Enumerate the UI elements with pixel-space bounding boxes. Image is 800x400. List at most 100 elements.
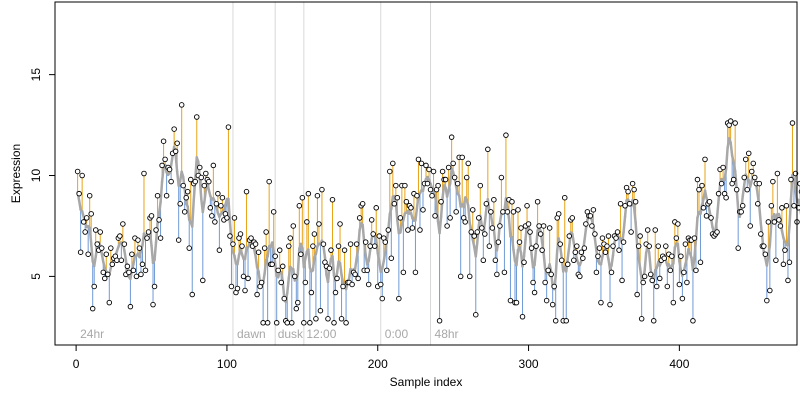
data-point-468 bbox=[780, 261, 787, 268]
trend-segment-399 bbox=[678, 259, 683, 272]
data-point-329 bbox=[571, 257, 577, 264]
data-point-71 bbox=[181, 209, 188, 215]
y-axis-label: Expression bbox=[9, 144, 23, 203]
data-point-415 bbox=[700, 205, 707, 211]
data-point-111 bbox=[242, 287, 248, 294]
trend-segment-398 bbox=[676, 242, 681, 263]
trend-segment-423 bbox=[714, 216, 719, 231]
data-point-424 bbox=[714, 229, 720, 235]
plot-frame bbox=[54, 1, 798, 346]
data-point-455 bbox=[761, 243, 767, 249]
data-point-0 bbox=[74, 168, 81, 175]
data-point-137 bbox=[281, 295, 287, 302]
data-point-172 bbox=[334, 275, 340, 282]
trend-segment-441 bbox=[741, 183, 746, 198]
trend-segment-475 bbox=[792, 177, 797, 191]
data-point-448 bbox=[750, 160, 757, 167]
data-point-145 bbox=[293, 305, 300, 312]
data-point-69 bbox=[178, 102, 185, 108]
data-point-185 bbox=[353, 241, 360, 247]
trend-segment-376 bbox=[643, 251, 648, 272]
trend-segment-55 bbox=[159, 180, 164, 204]
data-point-158 bbox=[313, 316, 319, 322]
data-point-249 bbox=[450, 160, 456, 167]
data-point-94 bbox=[216, 247, 223, 253]
data-point-282 bbox=[500, 209, 506, 215]
data-point-326 bbox=[566, 233, 573, 239]
data-point-331 bbox=[574, 243, 580, 249]
data-point-151 bbox=[302, 279, 309, 286]
data-point-197 bbox=[371, 243, 378, 249]
data-point-250 bbox=[451, 174, 458, 181]
trend-segment-459 bbox=[768, 221, 773, 247]
data-point-169 bbox=[329, 196, 336, 203]
data-point-344 bbox=[593, 269, 600, 276]
trend-segment-471 bbox=[786, 224, 791, 247]
data-point-251 bbox=[453, 209, 459, 215]
data-point-361 bbox=[619, 277, 625, 284]
data-point-147 bbox=[296, 203, 303, 209]
trend-segment-424 bbox=[715, 198, 720, 219]
data-point-186 bbox=[355, 275, 361, 282]
data-point-295 bbox=[519, 314, 526, 320]
data-point-372 bbox=[635, 243, 642, 249]
trend-segment-203 bbox=[382, 251, 387, 263]
data-point-173 bbox=[335, 243, 342, 249]
trend-segment-1 bbox=[77, 199, 82, 212]
data-point-334 bbox=[578, 249, 585, 255]
data-point-259 bbox=[465, 160, 471, 167]
data-point-106 bbox=[234, 285, 241, 292]
data-point-154 bbox=[307, 320, 313, 326]
trend-segment-274 bbox=[489, 213, 494, 225]
data-point-99 bbox=[224, 215, 230, 221]
data-point-46 bbox=[144, 235, 150, 241]
data-point-149 bbox=[299, 194, 306, 201]
data-point-176 bbox=[340, 283, 346, 290]
data-point-195 bbox=[368, 217, 375, 223]
trend-segment-408 bbox=[691, 256, 696, 272]
data-point-254 bbox=[457, 273, 464, 280]
annotation-1: dawn bbox=[237, 327, 266, 341]
trend-segment-11 bbox=[92, 255, 97, 268]
data-point-193 bbox=[365, 281, 372, 288]
trend-segment-184 bbox=[353, 257, 358, 271]
data-point-242 bbox=[439, 168, 446, 175]
trend-segment-328 bbox=[571, 232, 576, 245]
data-point-118 bbox=[252, 241, 259, 247]
data-point-22 bbox=[108, 245, 114, 251]
data-point-402 bbox=[681, 269, 687, 276]
trend-segment-48 bbox=[148, 231, 153, 247]
data-point-1 bbox=[76, 190, 82, 197]
data-point-10 bbox=[89, 305, 96, 312]
data-point-65 bbox=[172, 148, 179, 155]
data-point-219 bbox=[405, 227, 411, 233]
trend-segment-169 bbox=[331, 254, 336, 277]
trend-segment-240 bbox=[438, 215, 443, 235]
data-point-470 bbox=[783, 203, 790, 209]
trend-segment-270 bbox=[483, 208, 488, 225]
data-point-109 bbox=[239, 243, 245, 249]
data-point-133 bbox=[275, 267, 281, 274]
data-point-241 bbox=[438, 198, 444, 205]
trend-segment-242 bbox=[441, 184, 446, 199]
trend-segment-409 bbox=[693, 238, 698, 259]
data-point-309 bbox=[540, 223, 547, 229]
data-point-360 bbox=[617, 201, 624, 207]
data-point-34 bbox=[126, 269, 132, 276]
data-point-262 bbox=[470, 207, 476, 213]
data-point-119 bbox=[254, 291, 260, 298]
data-point-437 bbox=[733, 186, 740, 193]
data-point-353 bbox=[607, 301, 613, 308]
data-point-79 bbox=[194, 114, 200, 120]
y-tick-label-2: 15 bbox=[29, 68, 43, 82]
data-point-368 bbox=[629, 180, 636, 187]
data-point-40 bbox=[135, 237, 141, 243]
data-point-20 bbox=[105, 271, 111, 278]
trend-lines bbox=[76, 137, 800, 304]
data-point-469 bbox=[782, 247, 788, 253]
data-point-263 bbox=[471, 233, 478, 239]
data-point-35 bbox=[127, 303, 134, 310]
data-point-83 bbox=[200, 277, 206, 284]
data-point-81 bbox=[197, 164, 203, 171]
data-point-307 bbox=[537, 231, 544, 237]
